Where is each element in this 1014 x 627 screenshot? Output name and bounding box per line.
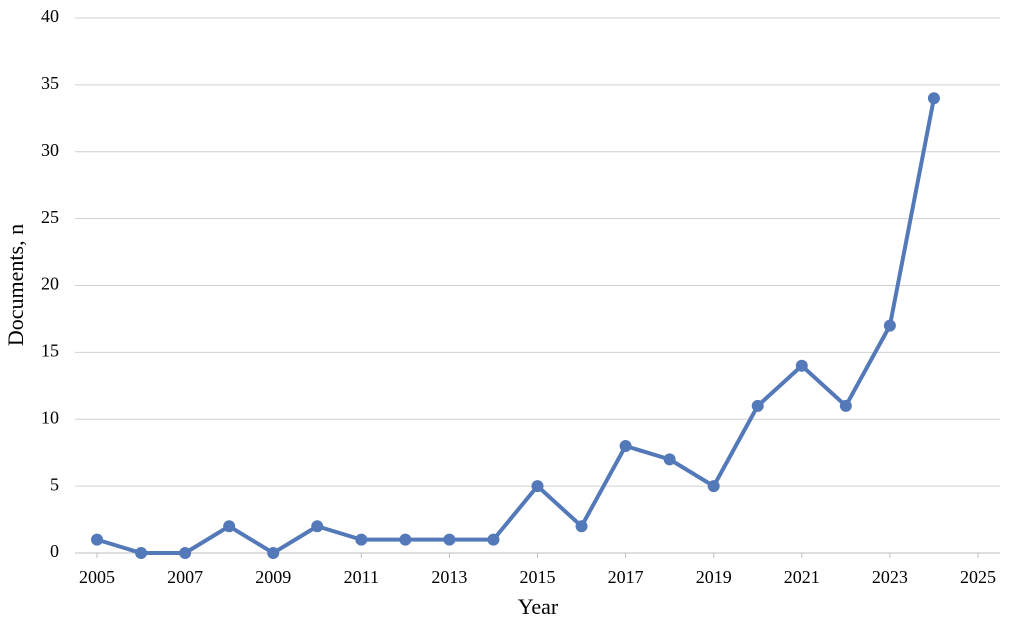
data-point xyxy=(531,480,544,493)
data-line xyxy=(96,97,936,555)
data-point xyxy=(91,533,104,546)
data-point xyxy=(399,533,412,546)
data-point xyxy=(575,520,588,533)
x-axis-title: Year xyxy=(518,594,559,619)
data-point xyxy=(135,547,148,559)
data-point xyxy=(927,92,940,105)
data-point xyxy=(839,399,852,412)
data-point xyxy=(619,440,632,452)
x-tick-label: 2009 xyxy=(255,567,291,587)
x-tick-label: 2007 xyxy=(167,567,203,587)
data-point xyxy=(223,520,236,533)
x-tick-label: 2005 xyxy=(79,567,115,587)
data-point xyxy=(311,520,324,533)
data-point xyxy=(707,480,720,493)
y-tick-label: 10 xyxy=(41,407,59,427)
data-point xyxy=(883,319,896,332)
data-point xyxy=(179,547,192,559)
data-point xyxy=(751,399,764,412)
data-point xyxy=(355,533,368,546)
data-point xyxy=(663,453,676,466)
x-tick-label: 2013 xyxy=(431,567,467,587)
y-tick-label: 15 xyxy=(41,341,59,361)
x-tick-label: 2011 xyxy=(344,567,379,587)
y-tick-label: 35 xyxy=(41,73,59,93)
data-point xyxy=(267,547,280,559)
data-point xyxy=(795,359,808,372)
x-tick-label: 2019 xyxy=(696,567,732,587)
y-tick-label: 30 xyxy=(41,140,59,160)
y-tick-label: 25 xyxy=(41,207,59,227)
x-tick-label: 2025 xyxy=(960,567,996,587)
y-tick-label: 5 xyxy=(50,474,59,494)
x-tick-label: 2021 xyxy=(784,567,820,587)
x-tick-label: 2023 xyxy=(872,567,908,587)
y-tick-label: 0 xyxy=(50,541,59,561)
x-tick-label: 2015 xyxy=(520,567,556,587)
y-axis-title: Documents, n xyxy=(3,224,28,346)
data-point xyxy=(487,533,500,546)
data-point xyxy=(443,533,456,546)
y-tick-label: 20 xyxy=(41,274,59,294)
x-tick-label: 2017 xyxy=(608,567,644,587)
y-tick-label: 40 xyxy=(41,6,59,26)
